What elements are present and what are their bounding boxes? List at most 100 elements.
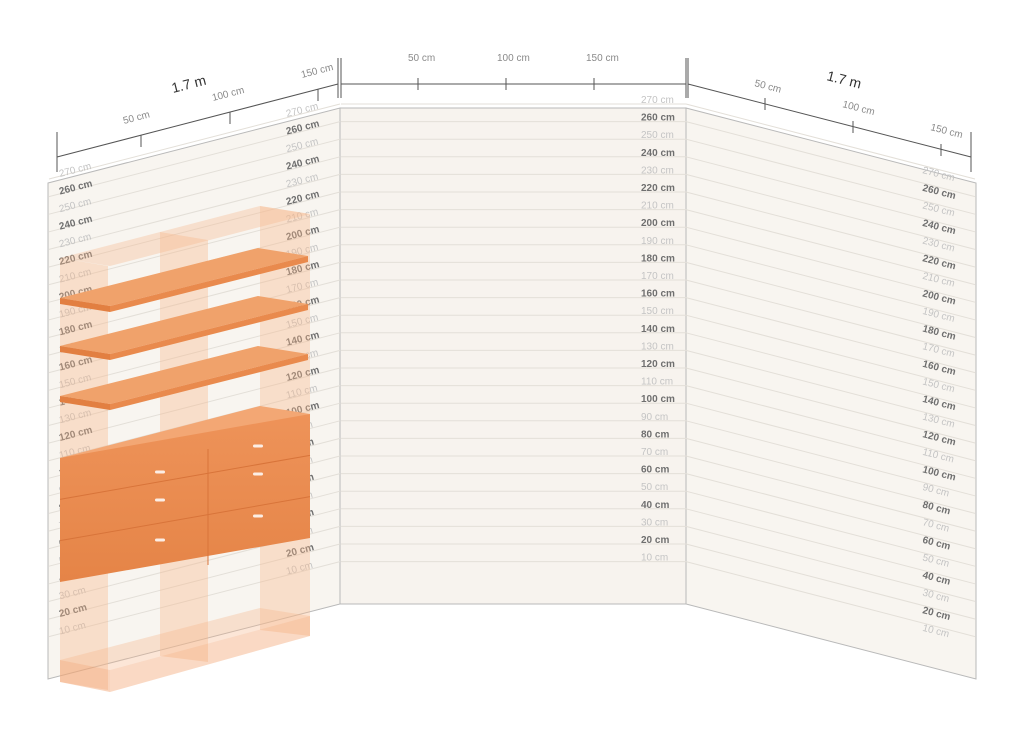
drawer-handle-1[interactable] (155, 470, 165, 474)
center-ruler-tick-100: 100 cm (497, 53, 530, 64)
grid-line (48, 543, 341, 620)
height-mark-label: 60 cm (641, 465, 669, 476)
center-wall[interactable] (339, 107, 687, 605)
grid-line (48, 314, 341, 391)
height-mark-label: 10 cm (641, 553, 668, 564)
right-wall-grid (685, 103, 976, 638)
grid-line (48, 138, 341, 215)
grid-line (48, 191, 341, 268)
height-mark-label: 100 cm (641, 394, 675, 405)
height-mark-label: 110 cm (641, 377, 673, 388)
left-ruler-tick-100: 100 cm (211, 85, 246, 104)
shelf-top-2[interactable] (60, 296, 308, 354)
shelf-top-1[interactable] (60, 248, 308, 306)
height-mark-label: 70 cm (641, 447, 668, 458)
height-mark-label: 260 cm (641, 113, 675, 124)
right-wall-ruler (687, 58, 972, 172)
height-mark-label: 170 cm (641, 271, 674, 282)
height-mark-label: 200 cm (641, 218, 675, 229)
shelves-group[interactable] (60, 248, 308, 410)
center-wall-height-labels: 270 cm 260 cm 250 cm 240 cm 230 cm 220 cm 210 … (641, 95, 675, 564)
height-mark-label: 120 cm (641, 359, 675, 370)
grid-line (685, 332, 976, 409)
height-mark-label: 130 cm (641, 341, 674, 352)
height-mark-label: 40 cm (641, 500, 669, 511)
height-mark-label: 90 cm (641, 412, 668, 423)
height-mark-label: 150 cm (641, 306, 674, 317)
shelf-top-3[interactable] (60, 346, 308, 404)
height-mark-label: 220 cm (641, 183, 675, 194)
shelf-edge-2 (60, 346, 110, 360)
grid-line (685, 385, 976, 462)
height-mark-label: 270 cm (641, 95, 674, 106)
height-mark-label: 160 cm (641, 289, 675, 300)
drawer-handle-3[interactable] (155, 538, 165, 542)
grid-line (685, 173, 976, 250)
grid-line (685, 226, 976, 303)
drawer-handle-6[interactable] (253, 514, 263, 518)
grid-line (48, 561, 341, 638)
grid-line (685, 490, 976, 567)
grid-line (685, 367, 976, 444)
shelving-unit[interactable] (59, 206, 311, 692)
right-wall-width-label: 1.7 m (825, 67, 863, 91)
grid-line (685, 420, 976, 497)
shelf-front-3 (110, 354, 308, 410)
height-mark-label: 80 cm (641, 429, 669, 440)
grid-line (48, 209, 341, 286)
grid-line (685, 473, 976, 550)
drawers-group[interactable] (59, 444, 311, 566)
height-mark-label: 50 cm (641, 482, 668, 493)
shelf-edge-1 (60, 298, 110, 312)
frame-base-side (110, 616, 310, 692)
grid-line (685, 561, 976, 638)
shelf-edge-3 (60, 396, 110, 410)
drawer-handle-2[interactable] (155, 498, 165, 502)
grid-line (685, 349, 976, 426)
left-wall-ruler (56, 58, 339, 172)
frame-base-front (60, 660, 110, 692)
grid-line (48, 156, 341, 233)
grid-line (685, 402, 976, 479)
right-ruler-tick-50: 50 cm (753, 78, 782, 95)
drawer-handle-5[interactable] (253, 472, 263, 476)
grid-line (685, 279, 976, 356)
grid-line (48, 173, 341, 250)
drawer-divider (59, 454, 311, 500)
grid-line (685, 209, 976, 286)
grid-line (685, 191, 976, 268)
center-ruler-tick-50: 50 cm (408, 53, 435, 64)
grid-line (685, 156, 976, 233)
height-mark-label: 20 cm (641, 535, 669, 546)
grid-line (685, 297, 976, 374)
height-mark-label: 30 cm (641, 517, 668, 528)
height-mark-label: 230 cm (641, 165, 674, 176)
left-ruler-tick-150: 150 cm (300, 62, 335, 81)
shelf-front-1 (110, 256, 308, 312)
grid-line (685, 543, 976, 620)
height-mark-label: 180 cm (641, 253, 675, 264)
grid-line (685, 525, 976, 602)
frame-back-top (60, 206, 310, 266)
grid-line (48, 103, 341, 180)
grid-line (685, 455, 976, 532)
grid-line (685, 261, 976, 338)
center-ruler-tick-150: 150 cm (586, 53, 619, 64)
grid-line (685, 508, 976, 585)
frame-base (60, 608, 310, 670)
drawer-handle-4[interactable] (253, 444, 263, 448)
right-ruler-tick-100: 100 cm (841, 99, 876, 118)
height-mark-label: 190 cm (641, 236, 674, 247)
shelf-front-2 (110, 304, 308, 360)
grid-line (685, 314, 976, 391)
grid-line (685, 437, 976, 514)
grid-line (685, 121, 976, 198)
grid-line (48, 121, 341, 198)
grid-line (685, 138, 976, 215)
right-ruler-tick-150: 150 cm (929, 122, 964, 141)
height-mark-label: 250 cm (641, 130, 674, 141)
left-wall-width-label: 1.7 m (170, 72, 208, 96)
drawer-block-front[interactable] (60, 414, 310, 582)
